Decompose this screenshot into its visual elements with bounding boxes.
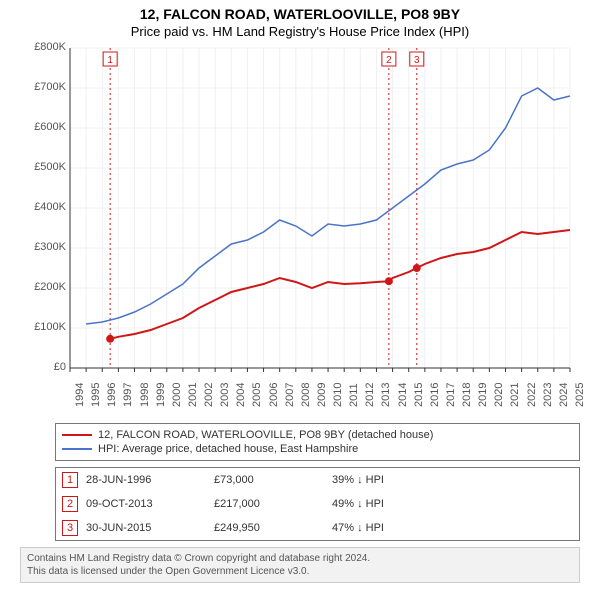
transaction-price: £217,000 [214,498,324,510]
x-tick-label: 2012 [364,383,376,407]
y-tick-label: £600K [20,121,66,133]
x-tick-label: 2025 [574,383,586,407]
y-tick-label: £800K [20,41,66,53]
y-tick-label: £100K [20,321,66,333]
chart-container: 12, FALCON ROAD, WATERLOOVILLE, PO8 9BY … [0,0,600,583]
x-tick-label: 2021 [509,383,521,407]
legend-swatch [62,448,92,450]
x-tick-label: 2003 [219,383,231,407]
x-tick-label: 2002 [203,383,215,407]
x-tick-label: 2004 [235,383,247,407]
transaction-date: 28-JUN-1996 [86,474,206,486]
legend-swatch [62,434,92,436]
transaction-date: 30-JUN-2015 [86,522,206,534]
transaction-table: 1 28-JUN-1996 £73,000 39% ↓ HPI 2 09-OCT-2013… [55,467,580,541]
transaction-hpi-diff: 49% ↓ HPI [332,498,452,510]
y-tick-label: £400K [20,201,66,213]
transaction-marker: 3 [62,520,78,536]
transaction-price: £249,950 [214,522,324,534]
x-tick-label: 2024 [558,383,570,407]
x-tick-label: 2014 [397,383,409,407]
x-tick-label: 2019 [477,383,489,407]
table-row: 1 28-JUN-1996 £73,000 39% ↓ HPI [56,468,579,492]
svg-text:1: 1 [107,55,113,66]
x-tick-label: 2020 [493,383,505,407]
x-tick-label: 2010 [332,383,344,407]
x-tick-label: 2007 [284,383,296,407]
transaction-date: 09-OCT-2013 [86,498,206,510]
chart-svg: 1 2 3 [20,43,580,373]
x-tick-label: 2005 [251,383,263,407]
legend-label: 12, FALCON ROAD, WATERLOOVILLE, PO8 9BY … [98,429,433,441]
x-tick-label: 2009 [316,383,328,407]
x-tick-label: 2008 [300,383,312,407]
x-tick-label: 2011 [348,383,360,407]
x-axis-labels: 1994 1995 1996 1997 1998 1999 2000 2001 2002 2003… [20,373,580,417]
x-tick-label: 2015 [413,383,425,407]
x-tick-label: 2006 [268,383,280,407]
transaction-hpi-diff: 39% ↓ HPI [332,474,452,486]
x-tick-label: 2001 [187,383,199,407]
y-tick-label: £300K [20,241,66,253]
plot-area: 1 2 3 £0 £100K £200K £300K £400K £500K £600K £700… [20,43,580,373]
svg-text:3: 3 [414,55,420,66]
x-tick-label: 2022 [526,383,538,407]
x-tick-label: 1996 [106,383,118,407]
x-tick-label: 1999 [155,383,167,407]
legend-label: HPI: Average price, detached house, East… [98,443,358,455]
x-tick-label: 1997 [122,383,134,407]
x-tick-label: 2017 [445,383,457,407]
transaction-marker: 1 [62,472,78,488]
y-tick-label: £0 [20,361,66,373]
legend-box: 12, FALCON ROAD, WATERLOOVILLE, PO8 9BY … [55,423,580,461]
footer-line-2: This data is licensed under the Open Gov… [27,565,573,578]
x-tick-label: 2013 [380,383,392,407]
table-row: 3 30-JUN-2015 £249,950 47% ↓ HPI [56,516,579,540]
y-tick-label: £200K [20,281,66,293]
x-tick-label: 1998 [139,383,151,407]
footer-attribution: Contains HM Land Registry data © Crown c… [20,547,580,583]
table-row: 2 09-OCT-2013 £217,000 49% ↓ HPI [56,492,579,516]
chart-title-address: 12, FALCON ROAD, WATERLOOVILLE, PO8 9BY [0,0,600,22]
x-tick-label: 2023 [542,383,554,407]
y-tick-label: £500K [20,161,66,173]
x-tick-label: 2000 [171,383,183,407]
legend-row: 12, FALCON ROAD, WATERLOOVILLE, PO8 9BY … [62,428,573,442]
svg-text:2: 2 [386,55,392,66]
transaction-marker: 2 [62,496,78,512]
y-tick-label: £700K [20,81,66,93]
chart-title-subtitle: Price paid vs. HM Land Registry's House … [0,22,600,43]
x-tick-label: 1995 [90,383,102,407]
legend-row: HPI: Average price, detached house, East… [62,442,573,456]
x-tick-label: 1994 [74,383,86,407]
transaction-price: £73,000 [214,474,324,486]
footer-line-1: Contains HM Land Registry data © Crown c… [27,552,573,565]
transaction-hpi-diff: 47% ↓ HPI [332,522,452,534]
x-tick-label: 2016 [429,383,441,407]
x-tick-label: 2018 [461,383,473,407]
